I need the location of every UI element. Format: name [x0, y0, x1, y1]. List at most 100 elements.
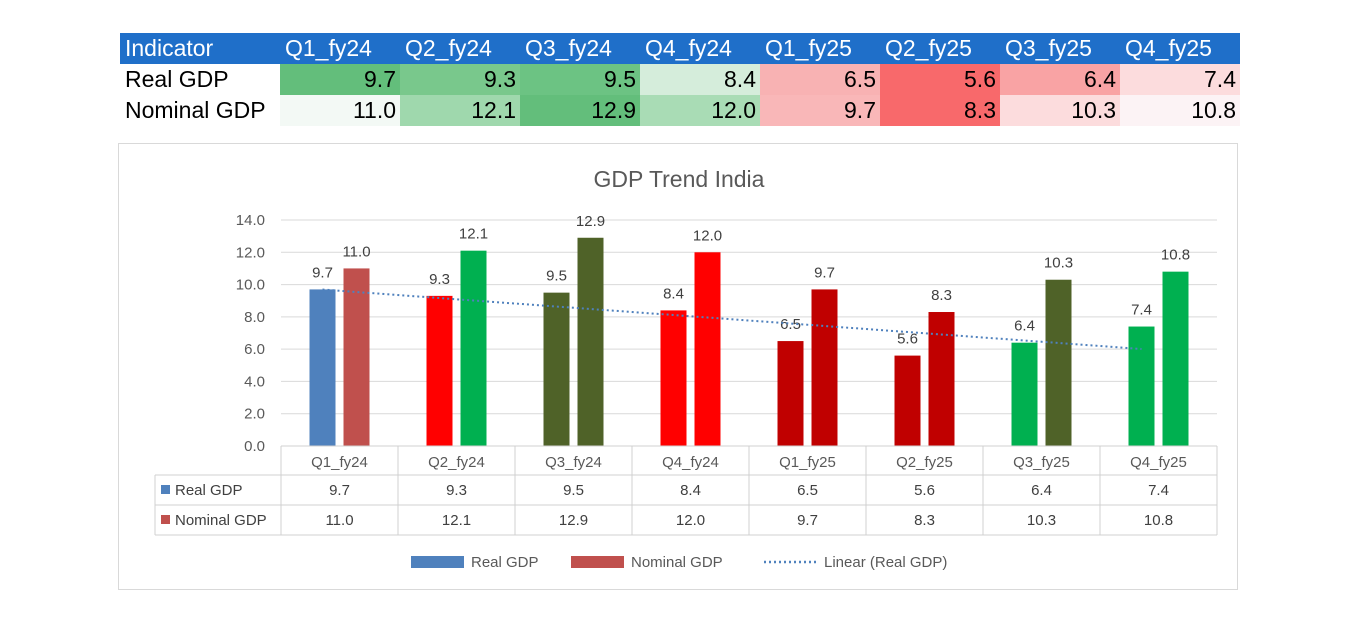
header-cell: Q4_fy24 — [640, 33, 760, 64]
bar — [577, 237, 604, 446]
trendline — [322, 288, 1142, 351]
legend-label: Linear (Real GDP) — [824, 554, 947, 571]
y-tick-label: 0.0 — [244, 438, 265, 455]
bar — [1011, 342, 1038, 446]
y-tick-label: 2.0 — [244, 406, 265, 423]
data-label: 7.4 — [1131, 302, 1152, 319]
series-name: Nominal GDP — [175, 512, 267, 529]
table-value: 8.3 — [914, 512, 935, 529]
x-category-label: Q1_fy25 — [779, 454, 836, 471]
bar — [1045, 279, 1072, 446]
bar — [894, 355, 921, 446]
bar — [1128, 326, 1155, 446]
data-label: 8.4 — [663, 285, 684, 302]
bar — [309, 289, 336, 446]
value-cell: 7.4 — [1120, 64, 1240, 95]
x-category-label: Q4_fy25 — [1130, 454, 1187, 471]
legend-label: Real GDP — [471, 554, 539, 571]
x-category-label: Q3_fy24 — [545, 454, 602, 471]
value-cell: 10.8 — [1120, 95, 1240, 126]
data-label: 11.0 — [342, 243, 370, 260]
header-cell: Q1_fy24 — [280, 33, 400, 64]
data-label: 8.3 — [931, 287, 952, 304]
x-category-label: Q2_fy24 — [428, 454, 485, 471]
row-label: Real GDP — [120, 64, 280, 95]
table-value: 9.3 — [446, 482, 467, 499]
legend-label: Nominal GDP — [631, 554, 723, 571]
bar — [811, 289, 838, 446]
data-label: 10.3 — [1044, 255, 1073, 272]
table-value: 10.8 — [1144, 512, 1173, 529]
x-category-label: Q1_fy24 — [311, 454, 368, 471]
bar — [928, 312, 955, 446]
header-cell: Q2_fy25 — [880, 33, 1000, 64]
x-category-label: Q3_fy25 — [1013, 454, 1070, 471]
table-value: 10.3 — [1027, 512, 1056, 529]
value-cell: 9.5 — [520, 64, 640, 95]
y-tick-label: 10.0 — [236, 277, 265, 294]
data-label: 12.1 — [459, 226, 488, 243]
chart-frame: GDP Trend India 0.0 2.0 4.0 6.0 8.0 10.0 12.0 1… — [118, 143, 1238, 590]
table-value: 6.4 — [1031, 482, 1052, 499]
value-cell: 8.3 — [880, 95, 1000, 126]
header-cell: Q2_fy24 — [400, 33, 520, 64]
table-value: 8.4 — [680, 482, 701, 499]
table-value: 12.9 — [559, 512, 588, 529]
series-key — [161, 485, 170, 494]
legend-swatch — [571, 556, 624, 568]
heatmap-header-row: Indicator Q1_fy24 Q2_fy24 Q3_fy24 Q4_fy2… — [120, 33, 1240, 64]
value-cell: 10.3 — [1000, 95, 1120, 126]
y-tick-label: 14.0 — [236, 212, 265, 229]
value-cell: 9.7 — [760, 95, 880, 126]
bar — [426, 295, 453, 446]
series-key — [161, 515, 170, 524]
data-label: 9.7 — [814, 264, 835, 281]
series-name: Real GDP — [175, 482, 243, 499]
data-label: 12.9 — [576, 213, 605, 230]
value-cell: 6.4 — [1000, 64, 1120, 95]
data-label: 9.7 — [312, 264, 333, 281]
header-cell: Q4_fy25 — [1120, 33, 1240, 64]
table-value: 6.5 — [797, 482, 818, 499]
x-category-label: Q2_fy25 — [896, 454, 953, 471]
gdp-trend-chart: GDP Trend India 0.0 2.0 4.0 6.0 8.0 10.0 12.0 1… — [154, 166, 1218, 571]
value-cell: 12.0 — [640, 95, 760, 126]
y-tick-label: 4.0 — [244, 373, 265, 390]
data-label: 10.8 — [1161, 247, 1190, 264]
data-label: 6.5 — [780, 316, 801, 333]
bar — [343, 268, 370, 446]
legend-swatch — [411, 556, 464, 568]
data-label: 9.5 — [546, 268, 567, 285]
table-value: 9.7 — [797, 512, 818, 529]
data-label: 9.3 — [429, 271, 450, 288]
value-cell: 9.3 — [400, 64, 520, 95]
bar — [543, 292, 570, 446]
header-cell: Q3_fy25 — [1000, 33, 1120, 64]
header-cell: Indicator — [120, 33, 280, 64]
data-label: 6.4 — [1014, 318, 1035, 335]
row-label: Nominal GDP — [120, 95, 280, 126]
bar — [777, 341, 804, 446]
data-label: 5.6 — [897, 331, 918, 348]
value-cell: 12.1 — [400, 95, 520, 126]
y-tick-label: 8.0 — [244, 309, 265, 326]
bar — [1162, 271, 1189, 446]
value-cell: 5.6 — [880, 64, 1000, 95]
table-value: 9.7 — [329, 482, 350, 499]
value-cell: 11.0 — [280, 95, 400, 126]
header-cell: Q1_fy25 — [760, 33, 880, 64]
value-cell: 9.7 — [280, 64, 400, 95]
y-tick-label: 12.0 — [236, 244, 265, 261]
bar — [660, 310, 687, 446]
x-category-label: Q4_fy24 — [662, 454, 719, 471]
y-tick-label: 6.0 — [244, 341, 265, 358]
table-row: Real GDP 9.7 9.3 9.5 8.4 6.5 5.6 6.4 7.4 — [120, 64, 1240, 95]
chart-title: GDP Trend India — [594, 166, 765, 192]
table-value: 12.0 — [676, 512, 705, 529]
value-cell: 12.9 — [520, 95, 640, 126]
table-value: 9.5 — [563, 482, 584, 499]
table-value: 5.6 — [914, 482, 935, 499]
value-cell: 8.4 — [640, 64, 760, 95]
data-label: 12.0 — [693, 227, 722, 244]
value-cell: 6.5 — [760, 64, 880, 95]
